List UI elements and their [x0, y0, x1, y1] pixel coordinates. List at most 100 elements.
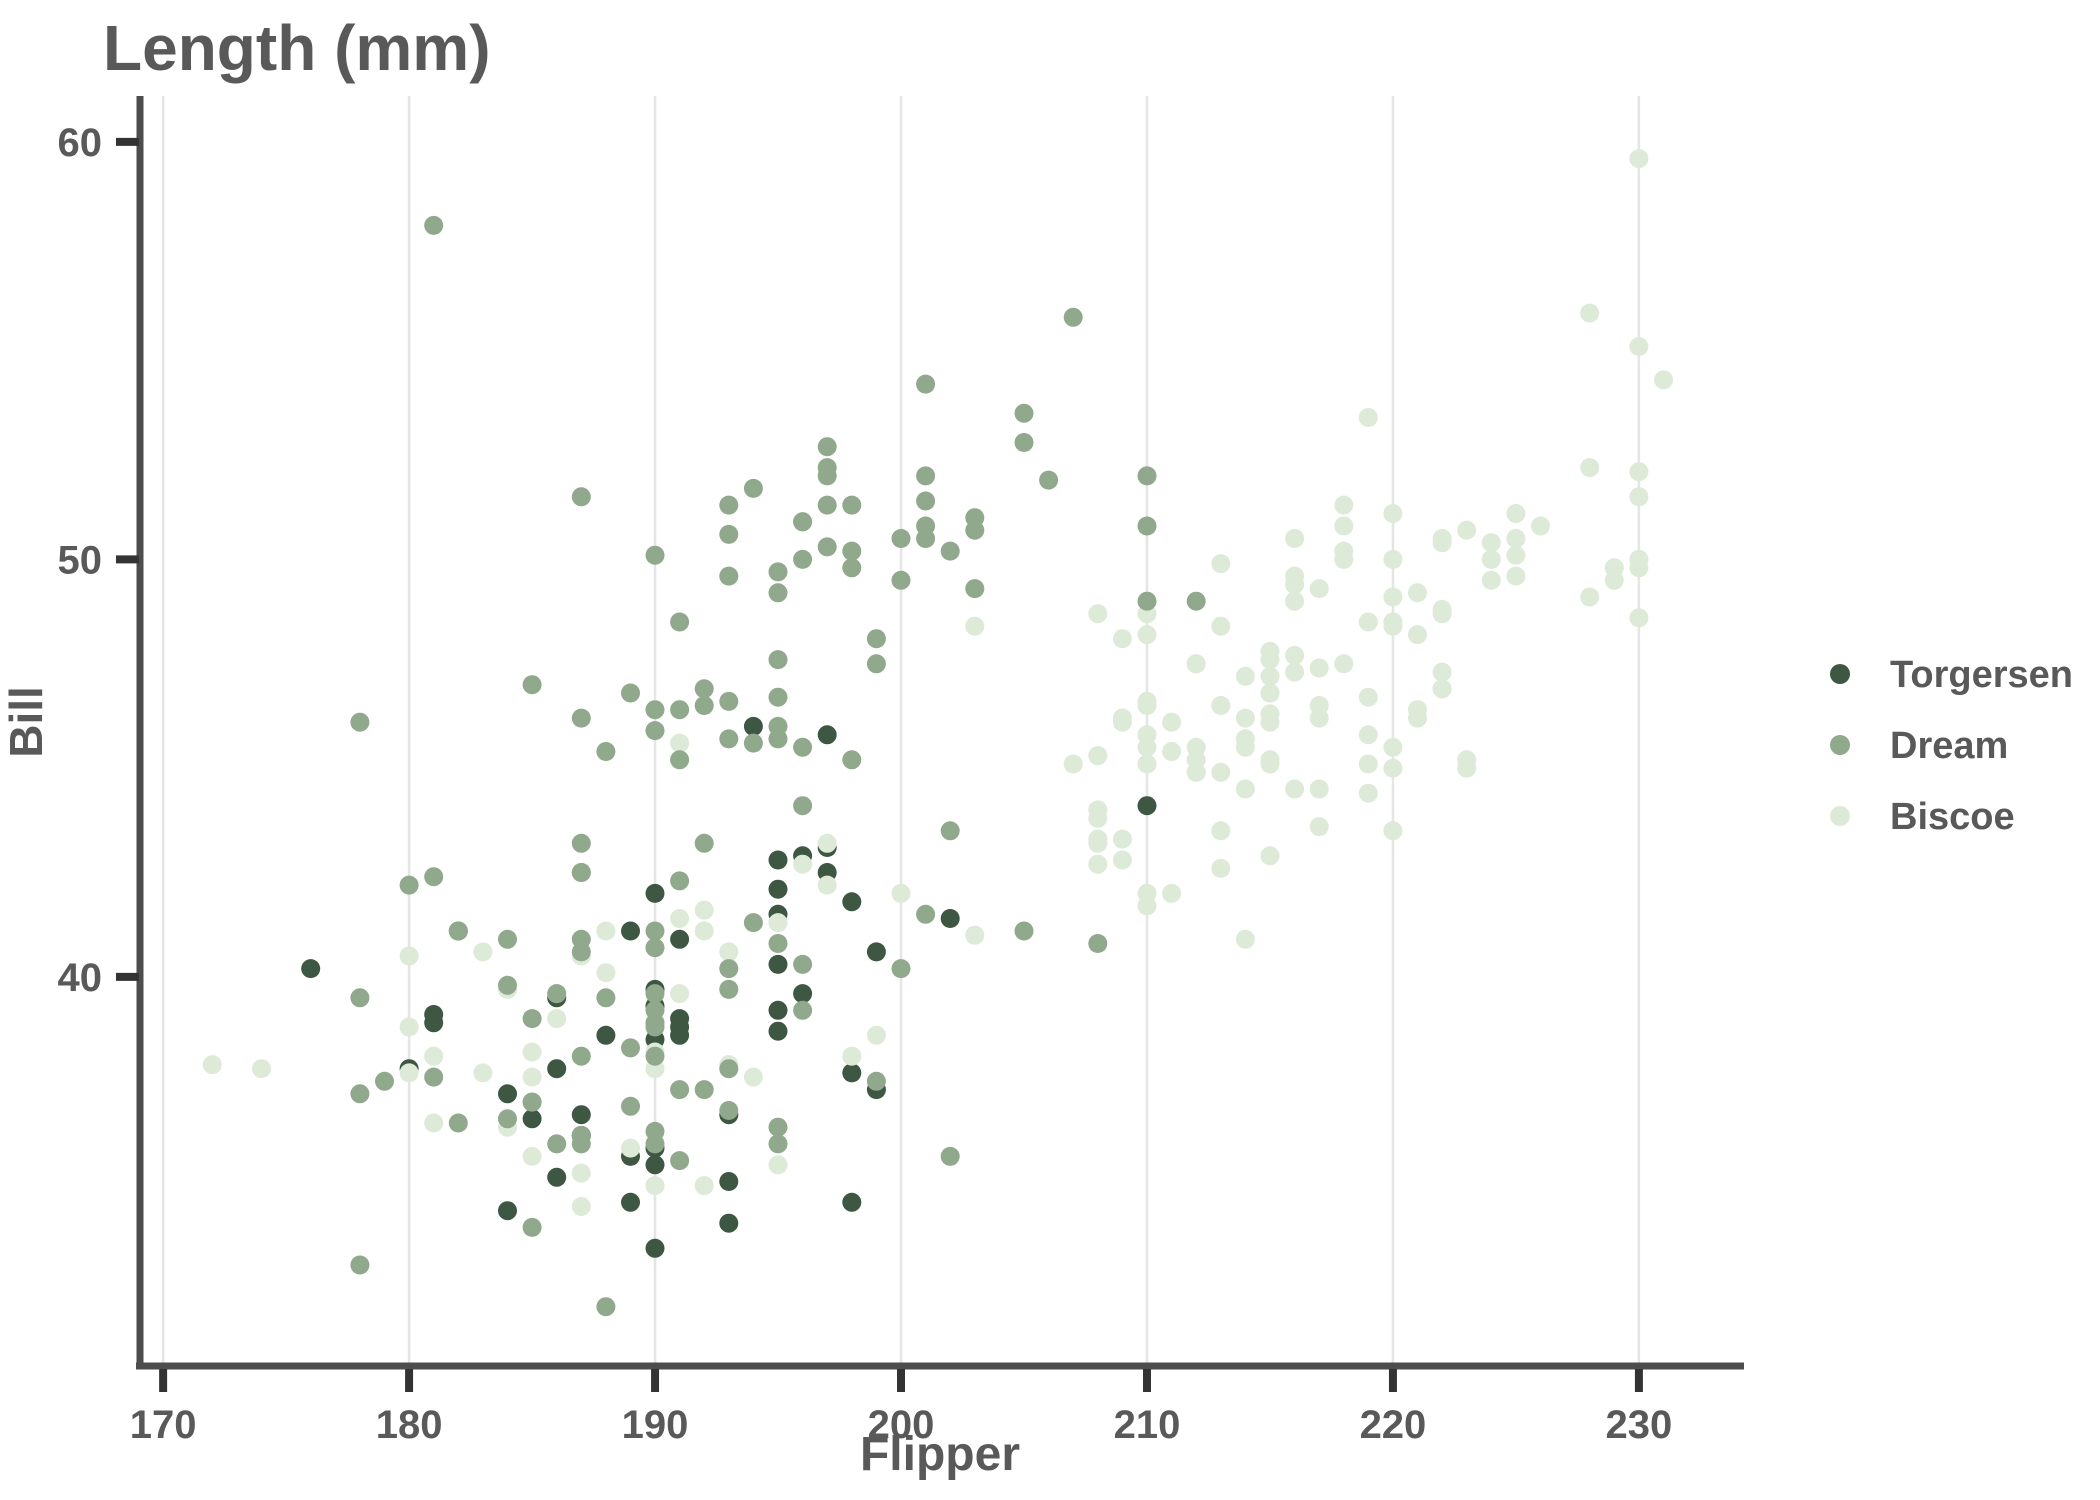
data-point-torgersen [621, 1192, 640, 1212]
data-point-biscoe [891, 883, 911, 903]
data-point-torgersen [940, 909, 960, 928]
data-point-dream [498, 929, 517, 949]
data-point-biscoe [522, 1146, 542, 1166]
data-point-dream [916, 491, 936, 511]
data-point-dream [768, 687, 788, 707]
data-point-biscoe [793, 854, 813, 874]
data-point-dream [670, 871, 690, 891]
data-point-biscoe [1186, 737, 1206, 757]
data-point-dream [1186, 591, 1206, 611]
data-point-dream [940, 821, 960, 841]
data-point-biscoe [1260, 666, 1280, 686]
data-point-dream [866, 629, 886, 649]
data-point-biscoe [252, 1059, 271, 1079]
data-point-biscoe [1629, 558, 1649, 578]
data-point-dream [547, 984, 567, 1004]
data-point-biscoe [202, 1055, 222, 1075]
data-point-torgersen [596, 1025, 616, 1045]
legend-swatch-icon [1830, 735, 1850, 755]
x-tick-label-220: 220 [1360, 1403, 1427, 1447]
data-point-dream [571, 929, 591, 949]
data-point-dream [940, 1146, 960, 1166]
data-point-torgersen [621, 921, 640, 941]
chart-title: Length (mm) [103, 12, 491, 84]
data-point-biscoe [1580, 303, 1600, 323]
data-point-biscoe [1432, 662, 1452, 682]
data-point-dream [621, 683, 640, 703]
data-point-biscoe [1358, 754, 1378, 774]
data-point-biscoe [1629, 337, 1649, 356]
data-point-dream [522, 1092, 542, 1112]
data-point-biscoe [596, 963, 616, 983]
data-point-biscoe [743, 1067, 763, 1087]
data-point-dream [891, 570, 911, 590]
data-point-biscoe [1137, 696, 1157, 715]
data-point-biscoe [1481, 533, 1501, 553]
data-point-biscoe [1186, 654, 1206, 674]
x-tick-label-210: 210 [1114, 1403, 1181, 1447]
data-point-dream [1137, 466, 1157, 486]
data-point-dream [1014, 921, 1034, 941]
data-point-dream [891, 529, 911, 548]
data-point-biscoe [596, 921, 616, 941]
legend: Torgersen Dream Biscoe [1830, 654, 2073, 838]
data-point-dream [719, 959, 739, 979]
x-tick-label-200: 200 [868, 1403, 935, 1447]
data-point-biscoe [719, 942, 739, 962]
data-point-torgersen [866, 942, 886, 962]
data-point-biscoe [1088, 746, 1108, 766]
data-point-biscoe [1506, 529, 1526, 548]
data-point-biscoe [1457, 520, 1477, 540]
data-point-dream [1137, 516, 1157, 536]
data-point-biscoe [1358, 783, 1378, 803]
data-point-torgersen [842, 1063, 862, 1083]
data-point-biscoe [1063, 754, 1083, 774]
x-tick-label-230: 230 [1606, 1403, 1673, 1447]
data-point-biscoe [1408, 583, 1427, 603]
data-point-torgersen [670, 1009, 690, 1029]
data-point-biscoe [1408, 700, 1427, 720]
data-point-torgersen [768, 1000, 788, 1020]
data-point-dream [350, 988, 370, 1008]
data-point-torgersen [768, 879, 788, 899]
y-tick-label-60: 60 [58, 121, 103, 165]
data-point-biscoe [965, 616, 985, 636]
data-point-biscoe [645, 1176, 665, 1196]
data-point-biscoe [1309, 779, 1329, 799]
data-point-biscoe [694, 1176, 714, 1196]
data-point-dream [916, 374, 936, 394]
data-point-dream [866, 1071, 886, 1091]
points-layer [202, 149, 1673, 1317]
data-point-dream [670, 612, 690, 632]
data-point-torgersen [498, 1201, 517, 1221]
legend-label: Biscoe [1890, 796, 2015, 838]
data-point-dream [817, 495, 837, 515]
data-point-biscoe [1481, 570, 1501, 590]
data-point-dream [719, 1101, 739, 1120]
data-point-biscoe [768, 913, 788, 933]
data-point-torgersen [547, 1059, 567, 1079]
data-point-biscoe [965, 925, 985, 945]
data-point-biscoe [1137, 737, 1157, 757]
data-point-biscoe [1383, 737, 1403, 757]
data-point-biscoe [842, 1046, 862, 1066]
y-axis-label: Bill [0, 686, 52, 758]
data-point-dream [645, 1000, 665, 1020]
data-point-biscoe [522, 1042, 542, 1062]
data-point-dream [621, 1096, 640, 1116]
data-point-biscoe [1334, 495, 1354, 515]
data-point-biscoe [1088, 829, 1108, 849]
y-tick-label-40: 40 [58, 956, 103, 1000]
data-point-biscoe [670, 984, 690, 1004]
data-point-biscoe [1531, 516, 1550, 536]
x-tick-label-170: 170 [130, 1403, 197, 1447]
data-point-biscoe [817, 875, 837, 895]
data-point-dream [768, 650, 788, 670]
data-point-dream [1039, 470, 1059, 490]
data-point-dream [350, 1255, 370, 1275]
data-point-torgersen [768, 954, 788, 974]
data-point-biscoe [1235, 729, 1255, 749]
data-point-dream [645, 545, 665, 565]
data-point-dream [522, 675, 542, 695]
data-point-biscoe [1260, 750, 1280, 770]
